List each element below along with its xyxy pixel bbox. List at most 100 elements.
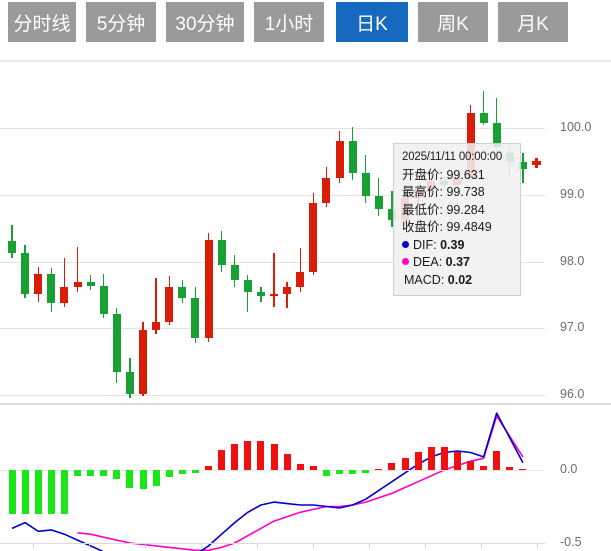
macd-histogram-bar [453,452,461,470]
tooltip-low-row: 最低价: 99.284 [402,202,513,220]
macd-histogram-bar [126,470,134,488]
macd-histogram-bar [427,446,435,470]
macd-histogram-bar [87,470,95,476]
candle-body [47,273,56,303]
tooltip-low-value: 99.284 [446,202,485,217]
macd-histogram-bar [218,449,226,470]
tooltip-dea-value: 0.37 [445,255,471,269]
tooltip-dif-row: DIF: 0.39 [402,237,513,255]
macd-histogram-bar [21,470,29,514]
tooltip-dif-value: 0.39 [440,237,465,252]
tooltip-dea-label: DEA: [413,255,443,269]
candle-body [335,141,344,179]
candle-wick [286,281,288,309]
candle-body [8,241,16,254]
candle-body [479,113,488,123]
timeframe-tab-label: 30分钟 [175,13,235,35]
x-axis-tick [425,543,426,548]
x-axis-tick [481,543,482,548]
tooltip-datetime: 2025/11/11 00:00:00 [402,151,503,163]
candle-body [230,264,239,281]
candle-wick [155,278,157,334]
macd-histogram-bar [440,446,448,470]
macd-histogram-bar [34,470,42,514]
macd-histogram-bar [60,470,68,514]
candle-body [283,286,292,294]
candle-body [296,271,305,287]
candle-wick [299,248,301,292]
macd-histogram-bar [270,443,278,470]
macd-axis-label: 0.0 [560,462,578,476]
x-axis-tick [369,543,370,548]
candle-body [492,122,501,147]
candle-body [309,202,318,272]
macd-histogram-bar [375,468,383,471]
macd-histogram-bar [8,470,16,514]
timeframe-tab-label: 月K [517,13,549,35]
dea-line [77,415,524,551]
candle-body [270,293,278,297]
macd-histogram-bar [178,470,186,475]
candle-wick [273,253,275,307]
timeframe-tab-4[interactable]: 日K [336,2,408,42]
candle-body [112,313,121,372]
tooltip-macd-label: MACD: [404,272,445,287]
chart-plot-area[interactable]: 100.0 99.0 98.0 97.0 96.0 0.0 -0.5 [0,47,611,551]
price-gridline [0,194,545,196]
macd-histogram-bar [231,443,239,470]
x-axis-tick [33,543,34,548]
price-axis-label: 98.0 [560,253,585,268]
tooltip-macd-value: 0.02 [447,272,473,287]
price-gridline [0,395,545,396]
candle-body [217,240,226,265]
price-axis-label: 97.0 [560,320,585,335]
candle-body [73,281,82,287]
candle-body [518,162,527,170]
candle-body [361,173,370,197]
price-gridline [0,261,545,263]
macd-histogram-bar [47,470,55,514]
timeframe-tab-2[interactable]: 30分钟 [166,2,244,42]
tooltip-close-label: 收盘价: [402,220,443,234]
macd-histogram-bar [244,440,252,470]
macd-histogram-bar [205,465,212,470]
macd-histogram-bar [322,470,330,476]
tooltip-low-label: 最低价: [402,202,443,217]
panel-separator [0,403,611,405]
timeframe-tab-bar[interactable]: 分时线 5分钟 30分钟 1小时 日K 周K 月K [0,0,611,44]
candle-body [21,253,30,294]
timeframe-tab-5[interactable]: 周K [418,2,488,42]
macd-histogram-bar [113,470,121,479]
tooltip-open-value: 99.631 [446,167,485,182]
candle-body [60,286,69,303]
macd-histogram-bar [100,470,108,476]
macd-histogram-bar [506,467,514,470]
macd-histogram-bar [165,470,173,478]
candle-wick [247,274,249,312]
candle-wick [76,246,79,292]
x-axis-tick [201,543,202,548]
timeframe-tab-6[interactable]: 月K [498,2,568,42]
tooltip-open-label: 开盘价: [402,167,443,182]
macd-histogram-bar [349,470,357,475]
last-price-marker [531,158,541,169]
x-axis-line [0,543,545,544]
candle-body [387,209,396,221]
macd-histogram-bar [283,453,291,470]
candle-body [165,286,174,322]
tooltip-macd-row: MACD: 0.02 [402,272,513,290]
candle-body [34,273,43,294]
timeframe-tab-0[interactable]: 分时线 [8,2,76,42]
macd-histogram-bar [336,470,343,475]
macd-histogram-bar [362,470,370,473]
timeframe-tab-1[interactable]: 5分钟 [86,2,156,42]
timeframe-tab-label: 周K [437,13,469,35]
macd-histogram-bar [480,465,488,470]
price-gridline [0,328,545,330]
timeframe-tab-3[interactable]: 1小时 [254,2,324,42]
candle-body [86,281,95,287]
price-axis-label: 99.0 [560,186,585,201]
candle-body [348,141,357,174]
macd-histogram-bar [414,452,422,470]
